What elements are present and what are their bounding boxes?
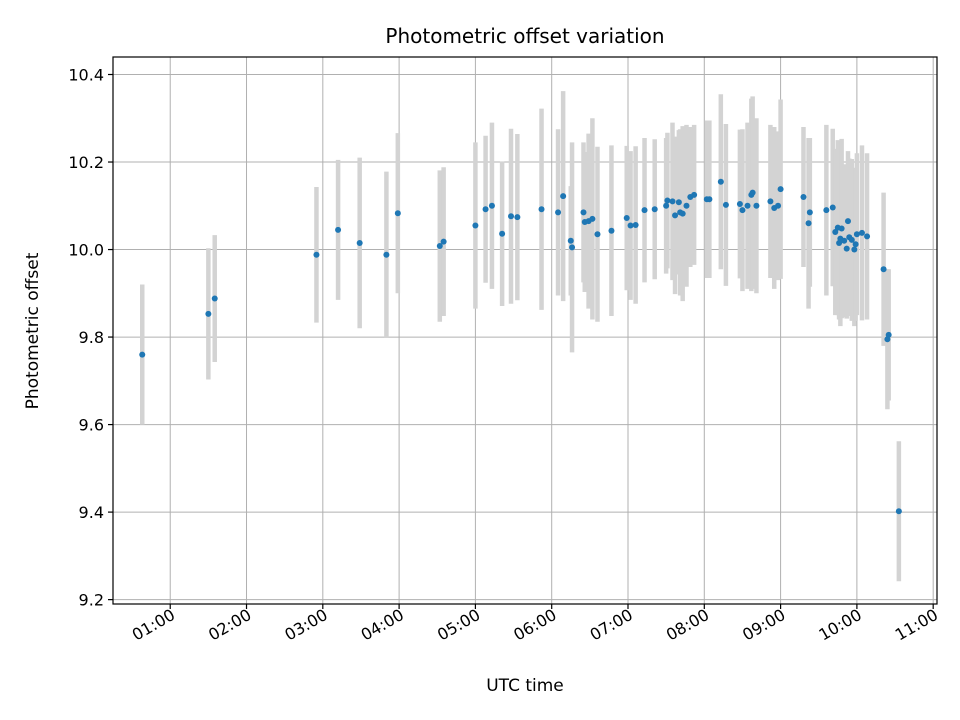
- data-point: [749, 189, 756, 196]
- x-axis-label: UTC time: [486, 676, 564, 696]
- data-point: [632, 222, 639, 229]
- data-point: [717, 178, 724, 185]
- data-point: [567, 237, 574, 244]
- data-point: [832, 229, 839, 236]
- data-point: [843, 245, 850, 252]
- data-point: [514, 214, 521, 221]
- data-point: [838, 225, 845, 232]
- data-point: [211, 295, 218, 302]
- data-point: [853, 231, 860, 238]
- data-point: [683, 202, 690, 209]
- data-point: [672, 212, 679, 219]
- data-point: [488, 202, 495, 209]
- data-point: [722, 201, 729, 208]
- data-point: [627, 222, 634, 229]
- data-point: [739, 207, 746, 214]
- data-point: [675, 199, 682, 206]
- data-point: [663, 202, 670, 209]
- data-point: [848, 236, 855, 243]
- data-point: [651, 206, 658, 213]
- data-point: [555, 209, 562, 216]
- data-point: [841, 237, 848, 244]
- data-point: [560, 193, 567, 200]
- plot-frame: [112, 56, 938, 605]
- data-point: [858, 229, 865, 236]
- data-point: [806, 209, 813, 216]
- data-point: [851, 246, 858, 253]
- data-point: [679, 210, 686, 217]
- data-point: [829, 204, 836, 211]
- data-point: [205, 310, 212, 317]
- data-point: [775, 202, 782, 209]
- data-point: [777, 186, 784, 193]
- data-point: [383, 251, 390, 258]
- data-point: [664, 197, 671, 204]
- data-point: [472, 222, 479, 229]
- chart-title: Photometric offset variation: [385, 24, 664, 48]
- data-point: [313, 251, 320, 258]
- data-point: [844, 218, 851, 225]
- data-point: [895, 508, 902, 515]
- y-axis-label: Photometric offset: [23, 252, 43, 409]
- data-point: [641, 207, 648, 214]
- data-point: [805, 220, 812, 227]
- data-point: [706, 196, 713, 203]
- data-point: [580, 209, 587, 216]
- data-points: [139, 178, 902, 515]
- data-point: [440, 238, 447, 245]
- y-tick-label: 10.0: [68, 241, 104, 260]
- y-tick-label: 10.2: [68, 153, 104, 172]
- y-tick-label: 10.4: [68, 66, 104, 85]
- y-tick-label: 9.2: [79, 591, 104, 610]
- data-point: [436, 243, 443, 250]
- y-tick-label: 9.8: [79, 328, 104, 347]
- data-point: [800, 194, 807, 201]
- data-point: [885, 331, 892, 338]
- data-point: [499, 230, 506, 237]
- data-point: [139, 351, 146, 358]
- y-tick-label: 9.6: [79, 416, 104, 435]
- data-point: [823, 207, 830, 214]
- data-point: [736, 201, 743, 208]
- data-point: [623, 215, 630, 222]
- data-point: [589, 215, 596, 222]
- data-point: [880, 266, 887, 273]
- data-point: [608, 227, 615, 234]
- data-point: [852, 241, 859, 248]
- data-point: [744, 202, 751, 209]
- data-point: [482, 206, 489, 213]
- data-point: [508, 213, 515, 220]
- data-point: [753, 202, 760, 209]
- y-tick-label: 9.4: [79, 503, 104, 522]
- data-point: [569, 244, 576, 251]
- data-point: [669, 198, 676, 205]
- data-point: [335, 226, 342, 233]
- data-point: [767, 198, 774, 205]
- data-point: [538, 206, 545, 213]
- data-point: [864, 233, 871, 240]
- data-point: [691, 191, 698, 198]
- data-point: [594, 231, 601, 238]
- data-point: [394, 210, 401, 217]
- data-point: [356, 239, 363, 246]
